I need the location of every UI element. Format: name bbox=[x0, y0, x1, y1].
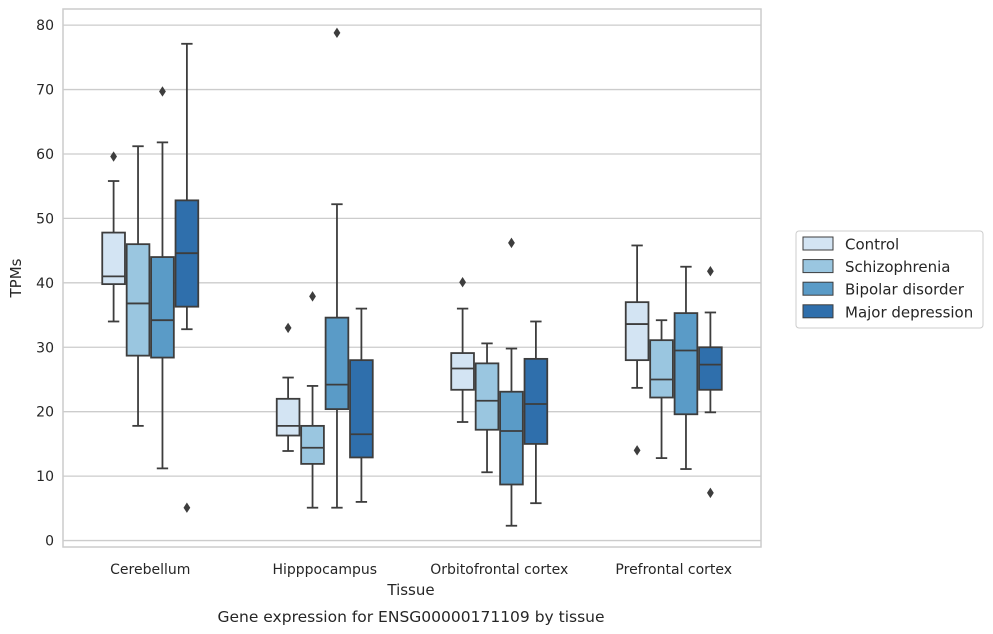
y-axis-title: TPMs bbox=[7, 258, 25, 298]
box-iqr bbox=[624, 301, 650, 362]
box-iqr bbox=[474, 362, 500, 431]
box-iqr bbox=[499, 390, 524, 486]
legend-label: Bipolar disorder bbox=[845, 281, 965, 299]
y-tick-label: 0 bbox=[45, 534, 54, 550]
y-tick-label: 70 bbox=[36, 83, 54, 99]
legend-swatch bbox=[802, 236, 834, 251]
box-iqr bbox=[698, 346, 723, 391]
x-tick-label: Hipppocampus bbox=[272, 562, 377, 578]
legend-swatch bbox=[802, 304, 834, 319]
legend-label: Schizophrenia bbox=[845, 258, 950, 276]
outlier-point bbox=[706, 487, 714, 499]
box-bipolar-disorder bbox=[150, 86, 175, 470]
box-bipolar-disorder bbox=[499, 237, 524, 527]
box-major-depression bbox=[698, 266, 723, 499]
outlier-point bbox=[508, 237, 515, 249]
legend-label: Control bbox=[845, 236, 899, 254]
box-control bbox=[624, 244, 650, 456]
x-axis-title: Tissue bbox=[386, 581, 434, 599]
box-schizophrenia bbox=[300, 291, 325, 509]
plot-frame bbox=[62, 8, 762, 548]
outlier-point bbox=[183, 502, 191, 513]
x-tick-label: Orbitofrontal cortex bbox=[430, 562, 568, 578]
box-major-depression bbox=[349, 307, 374, 503]
box-control bbox=[275, 322, 301, 452]
box-major-depression bbox=[174, 42, 200, 513]
box-iqr bbox=[125, 243, 151, 357]
y-tick-label: 40 bbox=[36, 276, 54, 292]
box-iqr bbox=[150, 256, 175, 359]
x-tick-label: Cerebellum bbox=[110, 562, 190, 578]
outlier-point bbox=[284, 322, 292, 334]
box-schizophrenia bbox=[649, 319, 674, 459]
outlier-point bbox=[459, 276, 467, 288]
box-iqr bbox=[275, 397, 301, 437]
y-tick-label: 50 bbox=[36, 211, 54, 227]
y-tick-label: 30 bbox=[36, 340, 54, 356]
box-iqr bbox=[649, 339, 674, 399]
box-iqr bbox=[349, 359, 374, 459]
legend-label: Major depression bbox=[845, 303, 973, 321]
box-bipolar-disorder bbox=[324, 27, 350, 509]
y-tick-label: 60 bbox=[36, 147, 54, 163]
outlier-point bbox=[706, 266, 714, 277]
box-schizophrenia bbox=[474, 342, 500, 474]
legend-frame bbox=[795, 230, 984, 329]
box-iqr bbox=[673, 312, 699, 416]
outlier-point bbox=[110, 151, 118, 162]
legend: Control Schizophrenia Bipolar disorder Majo… bbox=[795, 230, 984, 329]
box-iqr bbox=[450, 352, 475, 391]
box-major-depression bbox=[523, 320, 549, 505]
x-tick-labels: Cerebellum Hipppocampus Orbitofrontal cort… bbox=[110, 562, 732, 578]
figure-caption: Gene expression for ENSG00000171109 by t… bbox=[217, 608, 604, 626]
y-tick-labels: 0 10 20 30 40 50 60 70 80 bbox=[36, 18, 54, 549]
y-tick-label: 10 bbox=[36, 469, 54, 485]
box-iqr bbox=[300, 424, 325, 465]
outlier-point bbox=[333, 27, 341, 39]
legend-swatch bbox=[802, 281, 834, 296]
box-schizophrenia bbox=[125, 145, 151, 427]
y-tick-label: 80 bbox=[36, 18, 54, 34]
box-iqr bbox=[523, 357, 549, 445]
box-bipolar-disorder bbox=[673, 265, 699, 470]
box-control bbox=[450, 276, 475, 423]
box-iqr bbox=[324, 316, 350, 411]
box-iqr bbox=[101, 231, 126, 286]
outlier-point bbox=[159, 86, 166, 97]
y-tick-label: 20 bbox=[36, 405, 54, 421]
outlier-point bbox=[309, 291, 316, 302]
box-groups bbox=[101, 27, 723, 527]
box-control bbox=[101, 151, 126, 323]
x-tick-label: Prefrontal cortex bbox=[615, 562, 732, 578]
outlier-point bbox=[633, 445, 641, 456]
legend-swatch bbox=[802, 259, 834, 274]
